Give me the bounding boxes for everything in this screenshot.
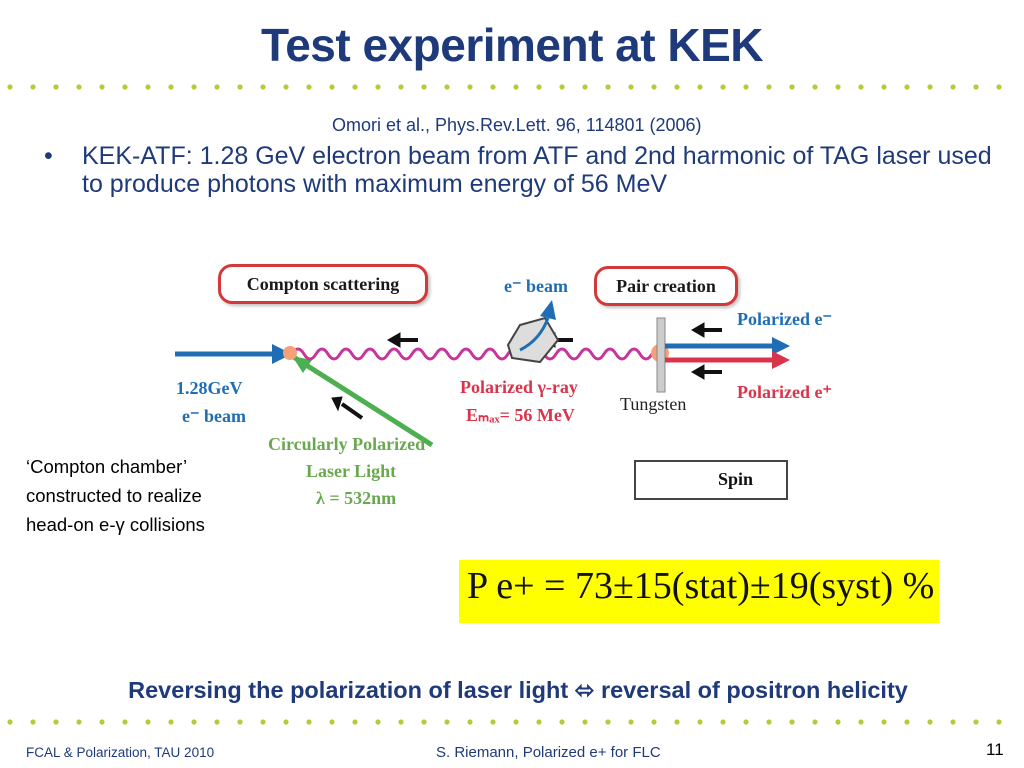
polarized-positron-arrowhead bbox=[772, 351, 790, 369]
ebeam-top-label: e⁻ beam bbox=[504, 276, 568, 296]
polarized-electron-label: Polarized e⁻ bbox=[737, 309, 832, 329]
gamma-ray-label: Polarized γ-ray bbox=[460, 377, 578, 397]
pair-creation-box: Pair creation bbox=[594, 266, 738, 306]
bullet-text: KEK-ATF: 1.28 GeV electron beam from ATF… bbox=[82, 142, 992, 198]
formula-text: P e+ = 73±15(stat)±19(syst) % bbox=[467, 565, 935, 607]
conclusion-text: Reversing the polarization of laser ligh… bbox=[128, 677, 908, 703]
gamma-ray-wave bbox=[290, 347, 654, 361]
laser-arrowhead bbox=[292, 356, 312, 373]
laser-label-line2: Laser Light bbox=[306, 461, 397, 481]
beam-energy-label: 1.28GeV bbox=[176, 378, 243, 398]
compton-collision-point bbox=[283, 346, 297, 360]
footer-left: FCAL & Polarization, TAU 2010 bbox=[26, 745, 215, 760]
laser-line bbox=[290, 353, 434, 448]
reference-citation: Omori et al., Phys.Rev.Lett. 96, 114801 … bbox=[332, 115, 702, 135]
side-note-line2: constructed to realize bbox=[26, 485, 202, 506]
electron-beam-arrowhead bbox=[272, 344, 292, 364]
laser-label-line1: Circularly Polarized bbox=[268, 434, 426, 454]
emax-label: Eₘₐₓ= 56 MeV bbox=[466, 405, 575, 425]
footer-center: S. Riemann, Polarized e+ for FLC bbox=[436, 744, 661, 761]
tungsten-target bbox=[656, 317, 666, 393]
bullet-marker: • bbox=[44, 142, 53, 170]
bottom-dotted-divider bbox=[7, 719, 1002, 725]
side-note: ‘Compton chamber’ constructed to realize… bbox=[26, 452, 205, 539]
page-number: 11 bbox=[986, 740, 1004, 759]
tungsten-label: Tungsten bbox=[620, 394, 687, 414]
side-note-line1: ‘Compton chamber’ bbox=[26, 456, 188, 477]
polarization-formula: P e+ = 73±15(stat)±19(syst) % bbox=[459, 560, 939, 623]
electron-beam-label: e⁻ beam bbox=[182, 406, 246, 426]
side-note-line3: head-on e-γ collisions bbox=[26, 514, 205, 535]
polarized-positron-label: Polarized e⁺ bbox=[737, 382, 832, 402]
slide-title: Test experiment at KEK bbox=[261, 19, 763, 71]
top-dotted-divider bbox=[7, 84, 1002, 90]
compton-scattering-box: Compton scattering bbox=[218, 264, 428, 304]
laser-wavelength-label: λ = 532nm bbox=[316, 488, 397, 508]
spin-label: Spin bbox=[718, 469, 754, 489]
polarized-electron-arrowhead bbox=[772, 337, 790, 355]
spin-legend: Spin bbox=[634, 460, 788, 500]
